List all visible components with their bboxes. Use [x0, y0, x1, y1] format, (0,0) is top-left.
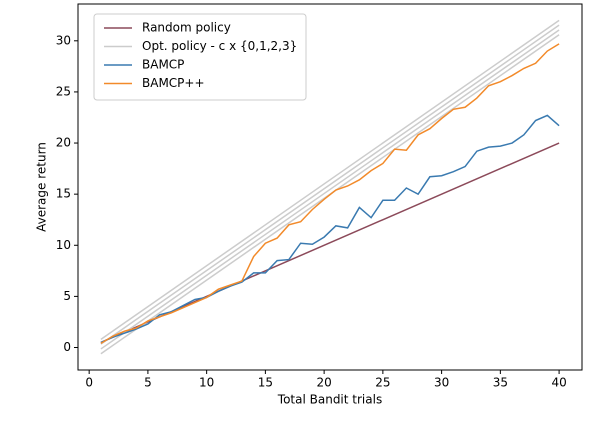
- x-tick-label: 5: [144, 376, 152, 390]
- legend-label: BAMCP++: [142, 76, 205, 90]
- y-tick-label: 15: [56, 187, 71, 201]
- x-tick-label: 10: [199, 376, 214, 390]
- line: [100, 24, 560, 345]
- x-tick-label: 30: [434, 376, 449, 390]
- y-tick-label: 30: [56, 33, 71, 47]
- legend-label: BAMCP: [142, 58, 184, 72]
- x-tick-label: 0: [85, 376, 93, 390]
- legend-label: Opt. policy - c x {0,1,2,3}: [142, 39, 297, 53]
- plot-frame: [77, 3, 583, 371]
- line: [100, 29, 560, 350]
- legend-label: Random policy: [142, 21, 231, 35]
- line: [100, 43, 560, 345]
- x-tick-label: 40: [551, 376, 566, 390]
- x-tick-label: 25: [375, 376, 390, 390]
- line: [100, 19, 560, 340]
- line: [100, 114, 560, 344]
- y-tick-label: 0: [63, 340, 71, 354]
- y-tick-label: 25: [56, 84, 71, 98]
- y-tick-label: 10: [56, 238, 71, 252]
- y-tick-label: 5: [63, 289, 71, 303]
- x-tick-label: 20: [316, 376, 331, 390]
- x-tick-label: 35: [493, 376, 508, 390]
- legend-box: [93, 13, 307, 101]
- x-tick-label: 15: [258, 376, 273, 390]
- x-axis-label: Total Bandit trials: [277, 393, 382, 407]
- y-tick-label: 20: [56, 136, 71, 150]
- y-axis-label: Average return: [35, 142, 49, 232]
